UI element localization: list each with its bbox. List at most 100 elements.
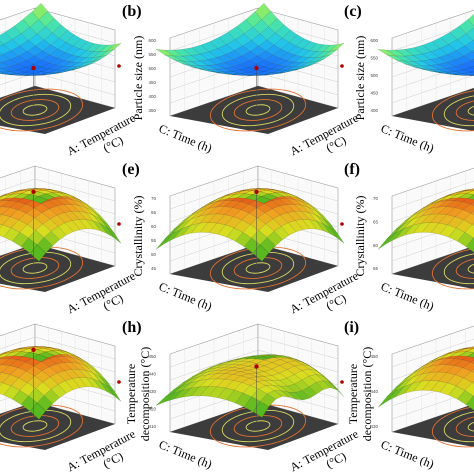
surface-facet — [464, 346, 474, 350]
z-tick-label: 400 — [370, 108, 378, 113]
panel-2: 600 550 500 450 400 350 (b) Particle size (nm) C… — [122, 2, 361, 158]
z-axis-title: Crystallinity (%) — [131, 196, 145, 277]
z-axis-ticks: 70 65 60 55 50 45 — [151, 196, 157, 271]
surface-facet — [462, 74, 474, 76]
panel-6: 70 65 60 55 (f) Crystallinity (%) C: Time (h) — [344, 161, 474, 313]
z-axis-title: Temperaturedecomposition (°C) — [124, 347, 152, 441]
surface-facet — [462, 203, 474, 214]
z-tick-label: 350 — [148, 108, 156, 113]
surface-facet — [107, 227, 122, 244]
contour-line — [221, 93, 295, 127]
contour-line — [443, 409, 474, 443]
floor-contours — [170, 86, 338, 134]
z-tick-label: 550 — [148, 52, 156, 57]
panel-label: (c) — [344, 3, 362, 20]
panel-label: (h) — [122, 319, 142, 336]
design-point-marker — [117, 222, 121, 226]
z-tick-label: 70 — [151, 196, 157, 201]
surface-facet — [464, 188, 474, 192]
z-tick-label: 55 — [151, 238, 157, 243]
design-point-marker — [31, 65, 36, 71]
z-axis-title-line: Temperature — [346, 364, 360, 424]
z-tick-label: 600 — [370, 38, 378, 43]
response-surface — [0, 188, 122, 262]
panel-4: A: Temperature(°C) — [0, 165, 138, 316]
contour-line — [431, 246, 474, 290]
surface-facet — [107, 385, 122, 402]
surface-facet — [470, 71, 474, 74]
z-tick-label: 550 — [370, 56, 378, 61]
z-tick-label: 450 — [370, 354, 378, 359]
floor-plane — [392, 246, 474, 290]
design-points — [254, 64, 344, 110]
z-tick-label: 430 — [370, 424, 378, 429]
contour-line — [467, 262, 474, 274]
floor-plane — [392, 404, 474, 448]
surface-facet — [466, 190, 474, 195]
floor-plane — [392, 88, 474, 132]
z-axis-title-line: decomposition (°C) — [138, 347, 152, 441]
contour-line — [431, 404, 474, 448]
z-tick-label: 500 — [148, 66, 156, 71]
design-point-marker — [254, 364, 259, 369]
surface-facet — [467, 194, 474, 200]
surface-facet — [462, 67, 474, 73]
panel-7: A: Temperature(°C) — [0, 323, 138, 474]
surface-facet — [329, 42, 345, 52]
contour-line — [22, 262, 48, 274]
surface-facet — [463, 371, 474, 383]
contour-line — [443, 251, 474, 285]
panel-label: (f) — [344, 161, 360, 178]
z-tick-label: 600 — [148, 38, 156, 43]
design-point-marker — [340, 380, 344, 384]
surface-facet — [471, 369, 474, 373]
panel-8: 450440430420410(h)Temperaturedecompositi… — [122, 319, 361, 474]
floor-plane — [170, 244, 338, 292]
contour-line — [209, 88, 307, 132]
surface-facet — [462, 361, 474, 372]
response-surface — [155, 2, 345, 76]
floor-plane — [170, 402, 338, 450]
surface-facet — [466, 348, 474, 353]
surface-facet — [471, 211, 474, 215]
surface-facet — [464, 40, 474, 52]
contour-line — [0, 93, 72, 127]
contour-line — [455, 415, 474, 437]
y-axis-title: C: Time (h) — [379, 279, 436, 313]
response-surface — [0, 346, 122, 420]
z-tick-label: 60 — [373, 243, 379, 248]
z-axis-ticks: 70 65 60 55 — [373, 196, 379, 271]
contour-line — [245, 104, 271, 116]
y-axis-title: C: Time (h) — [157, 279, 214, 313]
design-points — [31, 347, 121, 426]
surface-facet — [330, 382, 345, 397]
contour-line — [22, 420, 48, 432]
design-points — [254, 364, 344, 426]
surface-facet — [106, 42, 122, 52]
z-tick-label: 440 — [148, 372, 156, 377]
z-tick-label: 50 — [151, 252, 157, 257]
contour-line — [467, 104, 474, 116]
panel-1: A: Temperature(°C) — [0, 2, 138, 158]
surface-facet — [471, 75, 474, 76]
z-tick-label: 450 — [370, 91, 378, 96]
contour-line — [467, 420, 474, 432]
z-axis-title-line: Temperature — [124, 364, 138, 424]
response-surface — [155, 354, 345, 418]
floor-plane — [0, 244, 115, 292]
y-axis-title: C: Time (h) — [379, 121, 436, 155]
panel-label: (b) — [122, 3, 142, 20]
design-point-marker — [31, 347, 36, 352]
surface-facet — [458, 193, 474, 199]
z-axis-title: Particle size (nm) — [353, 36, 367, 121]
z-tick-label: 440 — [370, 389, 378, 394]
design-point-marker — [254, 65, 259, 71]
response-surface — [377, 346, 474, 411]
surface-facet — [463, 213, 474, 225]
z-tick-label: 450 — [148, 354, 156, 359]
surface-facet — [462, 60, 474, 68]
z-tick-label: 450 — [148, 80, 156, 85]
contour-line — [0, 88, 84, 132]
y-axis-title: C: Time (h) — [157, 437, 214, 471]
